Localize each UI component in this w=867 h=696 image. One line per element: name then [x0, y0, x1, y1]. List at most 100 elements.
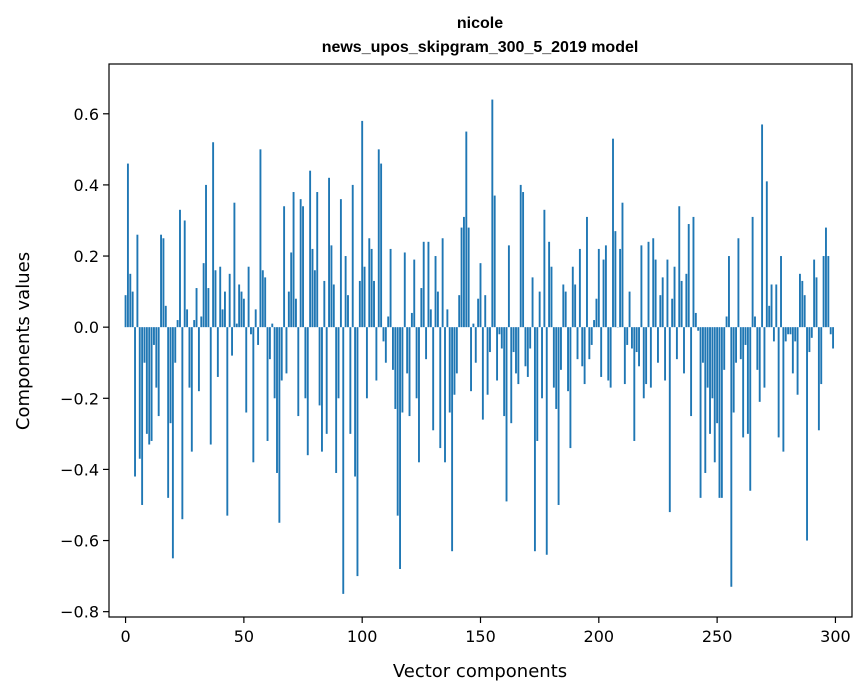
bar-278 — [782, 327, 785, 452]
bar-124 — [418, 327, 420, 463]
bar-248 — [711, 327, 714, 399]
bar-222 — [649, 327, 652, 388]
bar-94 — [347, 295, 349, 328]
bar-292 — [815, 277, 818, 328]
bar-213 — [628, 291, 631, 328]
bar-101 — [363, 266, 366, 328]
bar-115 — [396, 327, 399, 516]
bar-167 — [519, 184, 522, 328]
bar-197 — [590, 327, 593, 345]
bar-265 — [751, 216, 754, 328]
bar-102 — [365, 327, 368, 399]
bar-176 — [541, 327, 543, 399]
bar-285 — [799, 273, 801, 328]
bar-205 — [609, 327, 612, 388]
bar-89 — [335, 327, 338, 473]
x-tick-label: 0 — [120, 627, 130, 646]
bar-277 — [780, 256, 782, 328]
bar-140 — [455, 327, 458, 374]
bar-110 — [384, 327, 387, 363]
bar-41 — [221, 309, 224, 328]
bar-181 — [552, 327, 555, 388]
bar-172 — [531, 277, 534, 328]
bar-287 — [803, 295, 806, 328]
bar-11 — [150, 327, 153, 441]
bar-288 — [806, 327, 808, 541]
bar-255 — [728, 256, 730, 328]
bar-51 — [245, 327, 248, 413]
y-axis-label: Components values — [13, 252, 34, 430]
bar-220 — [645, 327, 648, 385]
bar-249 — [713, 327, 716, 463]
bar-217 — [638, 327, 640, 367]
bar-298 — [829, 327, 832, 335]
bar-187 — [567, 327, 569, 392]
x-axis-label: Vector components — [393, 661, 567, 682]
bar-180 — [550, 266, 553, 328]
y-tick-label: 0.2 — [74, 247, 99, 266]
bar-137 — [448, 327, 451, 413]
bar-126 — [422, 241, 425, 328]
bar-237 — [685, 273, 688, 328]
bar-156 — [493, 195, 496, 328]
bar-299 — [832, 327, 835, 349]
bar-33 — [202, 263, 205, 328]
bar-3 — [131, 291, 134, 328]
bar-23 — [179, 209, 181, 328]
bar-100 — [361, 120, 364, 328]
bar-15 — [160, 234, 162, 328]
bar-6 — [138, 327, 141, 459]
bar-24 — [181, 327, 184, 520]
bar-184 — [560, 327, 562, 370]
bar-162 — [507, 245, 510, 328]
bar-159 — [500, 327, 503, 349]
bar-199 — [595, 298, 598, 328]
bar-98 — [356, 327, 359, 577]
bar-145 — [467, 227, 470, 328]
bar-29 — [193, 320, 196, 328]
bar-223 — [652, 238, 655, 328]
bar-230 — [668, 327, 671, 513]
bar-30 — [195, 288, 198, 328]
bar-281 — [789, 327, 792, 335]
bar-157 — [496, 327, 499, 381]
bar-158 — [498, 327, 501, 335]
bar-192 — [578, 248, 581, 328]
bar-200 — [597, 248, 600, 328]
bar-154 — [489, 327, 491, 353]
bar-206 — [612, 138, 614, 328]
bar-240 — [692, 216, 695, 328]
bar-234 — [678, 206, 681, 328]
bar-209 — [619, 248, 622, 328]
bar-136 — [446, 309, 449, 328]
bar-190 — [574, 284, 577, 328]
bar-93 — [344, 256, 347, 328]
bar-196 — [588, 327, 591, 360]
bar-260 — [739, 327, 742, 360]
bar-148 — [474, 327, 477, 363]
bar-267 — [756, 327, 759, 370]
bar-87 — [330, 245, 333, 328]
bar-275 — [775, 284, 778, 328]
bar-113 — [392, 327, 394, 370]
bar-165 — [515, 327, 517, 374]
bar-175 — [538, 291, 541, 328]
bar-188 — [569, 327, 572, 449]
bar-150 — [479, 263, 482, 328]
bar-44 — [228, 273, 231, 328]
bar-211 — [623, 327, 626, 385]
bar-236 — [683, 327, 685, 374]
bar-36 — [209, 327, 212, 445]
bar-161 — [505, 327, 508, 502]
bar-286 — [801, 280, 804, 328]
bar-72 — [294, 298, 297, 328]
bar-90 — [337, 327, 340, 399]
bar-82 — [318, 327, 321, 406]
y-tick-label: 0.6 — [74, 105, 99, 124]
bar-147 — [472, 323, 475, 328]
bar-271 — [765, 181, 768, 328]
bar-26 — [186, 309, 189, 328]
bar-59 — [264, 277, 267, 328]
y-tick-label: −0.4 — [60, 460, 99, 479]
bar-91 — [339, 199, 342, 328]
